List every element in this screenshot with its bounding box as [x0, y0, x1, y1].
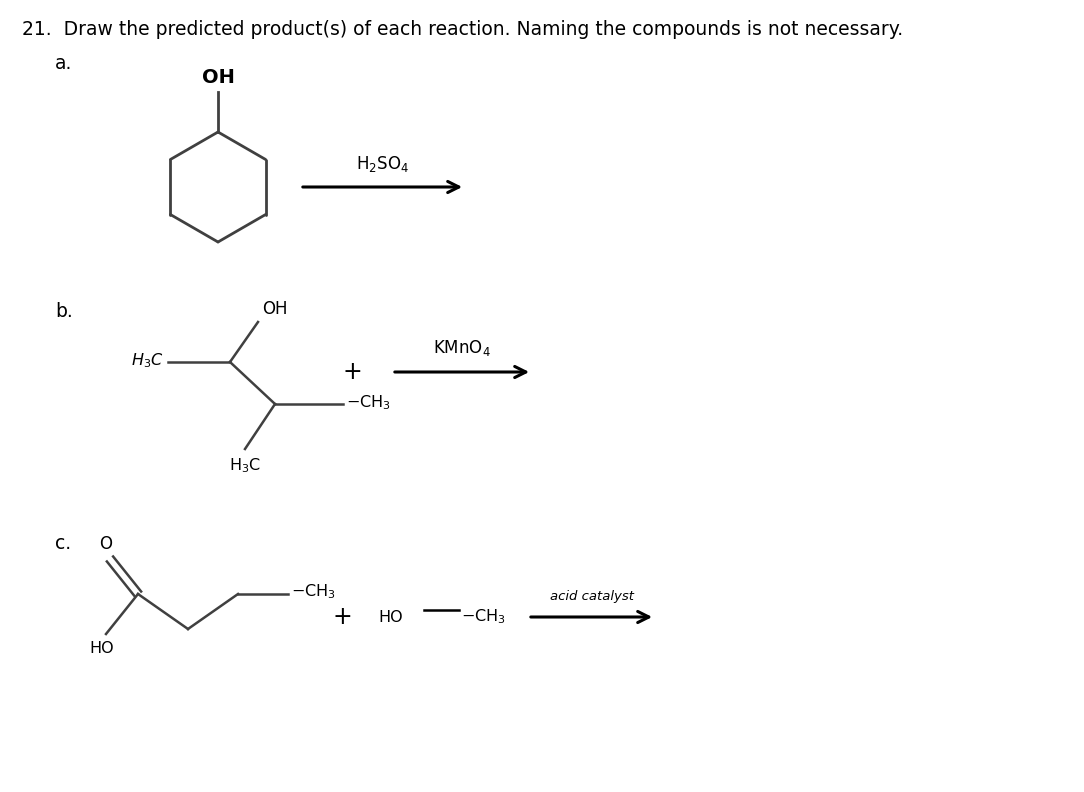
Text: c.: c. — [55, 534, 72, 553]
Text: $\mathregular{KMnO_4}$: $\mathregular{KMnO_4}$ — [434, 338, 491, 358]
Text: HO: HO — [378, 610, 402, 625]
Text: $\mathregular{-CH_3}$: $\mathregular{-CH_3}$ — [346, 394, 391, 413]
Text: $\mathregular{-CH_3}$: $\mathregular{-CH_3}$ — [291, 583, 336, 601]
Text: OH: OH — [262, 300, 287, 318]
Text: OH: OH — [202, 68, 234, 87]
Text: $\mathregular{H_2SO_4}$: $\mathregular{H_2SO_4}$ — [356, 154, 409, 174]
Text: $H_3C$: $H_3C$ — [131, 352, 164, 371]
Text: b.: b. — [55, 302, 73, 321]
Text: 21.  Draw the predicted product(s) of each reaction. Naming the compounds is not: 21. Draw the predicted product(s) of eac… — [22, 20, 903, 39]
Text: O: O — [100, 535, 113, 553]
Text: a.: a. — [55, 54, 73, 73]
Text: $\mathregular{-CH_3}$: $\mathregular{-CH_3}$ — [461, 607, 506, 626]
Text: $\mathregular{H_3C}$: $\mathregular{H_3C}$ — [229, 456, 261, 474]
Text: acid catalyst: acid catalyst — [550, 590, 633, 603]
Text: +: + — [332, 605, 352, 629]
Text: +: + — [343, 360, 362, 384]
Text: HO: HO — [90, 641, 114, 656]
